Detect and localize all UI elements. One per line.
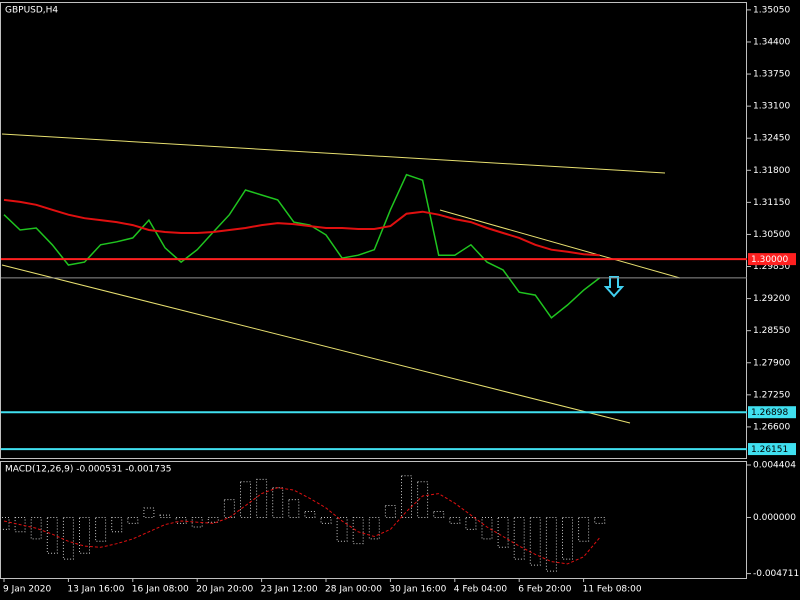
- macd-bar: [143, 507, 155, 518]
- macd-bar: [320, 516, 332, 524]
- macd-bar: [240, 481, 251, 518]
- macd-bar: [95, 516, 107, 542]
- y-tick-label: 1.26600: [753, 422, 790, 432]
- macd-bar: [0, 516, 10, 530]
- macd-bar: [191, 516, 203, 528]
- signal-line: [3, 487, 601, 565]
- x-tick-label: 4 Feb 04:00: [454, 585, 508, 595]
- trendline: [439, 209, 681, 279]
- x-tick-label: 28 Jan 00:00: [325, 585, 382, 595]
- macd-bar: [30, 516, 42, 540]
- macd-bar: [384, 505, 396, 518]
- macd-bar: [79, 516, 90, 554]
- macd-bar: [304, 511, 316, 518]
- macd-title: MACD(12,26,9) -0.000531 -0.001735: [5, 465, 171, 475]
- y-tick-label: 1.27250: [753, 390, 790, 400]
- level-label-bg: [748, 443, 796, 456]
- y-tick-label: 1.31150: [753, 198, 790, 208]
- y-tick-label: 0.000000: [753, 513, 796, 523]
- macd-bar: [529, 516, 541, 566]
- macd-bar: [401, 475, 412, 518]
- trendline: [1, 264, 631, 424]
- macd-bar: [513, 516, 525, 560]
- macd-bar: [545, 516, 557, 572]
- level-label: 1.26151: [751, 445, 788, 455]
- macd-bar: [465, 516, 477, 530]
- x-tick-label: 6 Feb 20:00: [518, 585, 572, 595]
- macd-bar: [562, 516, 573, 560]
- y-tick-label: 1.33100: [753, 102, 790, 112]
- macd-bar: [175, 516, 187, 524]
- y-tick-label: 1.32450: [753, 134, 790, 144]
- y-tick-label: 1.29850: [753, 262, 790, 272]
- macd-bar: [481, 516, 493, 540]
- x-tick-label: 13 Jan 16:00: [67, 585, 124, 595]
- y-tick-label: 0.004404: [753, 461, 796, 471]
- x-tick-label: 9 Jan 2020: [3, 585, 51, 595]
- macd-bar: [449, 516, 461, 524]
- chart-title: GBPUSD,H4: [5, 6, 58, 16]
- level-label-bg: [748, 253, 796, 266]
- macd-bar: [578, 516, 590, 542]
- sell-arrow: [603, 276, 625, 298]
- y-tick-label: 1.35050: [753, 5, 790, 15]
- x-tick-label: 23 Jan 12:00: [261, 585, 318, 595]
- trendline: [1, 133, 666, 174]
- macd-bar: [127, 516, 139, 524]
- y-tick-label: 1.31800: [753, 166, 790, 176]
- x-tick-label: 30 Jan 16:00: [389, 585, 446, 595]
- y-tick-label: 1.27900: [753, 358, 790, 368]
- y-tick-label: 1.33750: [753, 70, 790, 80]
- y-tick-label: -0.004711: [753, 569, 799, 579]
- macd-bar: [497, 516, 509, 548]
- macd-bar: [223, 499, 235, 518]
- y-tick-label: 1.34400: [753, 37, 790, 47]
- level-label: 1.30000: [751, 255, 788, 265]
- macd-bar: [433, 511, 445, 518]
- main-panel: [0, 2, 747, 459]
- macd-bar: [46, 516, 58, 554]
- macd-bar: [417, 481, 429, 518]
- macd-bar: [207, 516, 219, 523]
- x-tick-label: 20 Jan 20:00: [196, 585, 253, 595]
- moving-average: [3, 198, 600, 257]
- price-line: [3, 173, 601, 319]
- x-tick-label: 16 Jan 08:00: [132, 585, 189, 595]
- macd-bar: [368, 516, 380, 540]
- y-tick-label: 1.29200: [753, 294, 790, 304]
- macd-bar: [336, 516, 348, 542]
- macd-bar: [594, 516, 606, 524]
- macd-bar: [272, 487, 284, 518]
- macd-panel: [0, 461, 747, 579]
- level-label: 1.26898: [751, 408, 788, 418]
- level-label-bg: [748, 406, 796, 419]
- y-tick-label: 1.28550: [753, 326, 790, 336]
- x-tick-label: 11 Feb 08:00: [583, 585, 642, 595]
- macd-bar: [62, 516, 74, 560]
- macd-bar: [288, 499, 300, 518]
- y-tick-label: 1.30500: [753, 230, 790, 240]
